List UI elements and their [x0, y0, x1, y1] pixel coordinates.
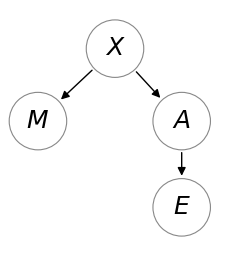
Circle shape [152, 179, 210, 236]
Text: $E$: $E$ [172, 196, 190, 219]
Circle shape [152, 92, 210, 150]
Text: $M$: $M$ [26, 110, 49, 133]
Circle shape [86, 20, 143, 77]
Circle shape [9, 92, 66, 150]
Text: $X$: $X$ [104, 37, 125, 60]
Text: $A$: $A$ [172, 110, 190, 133]
